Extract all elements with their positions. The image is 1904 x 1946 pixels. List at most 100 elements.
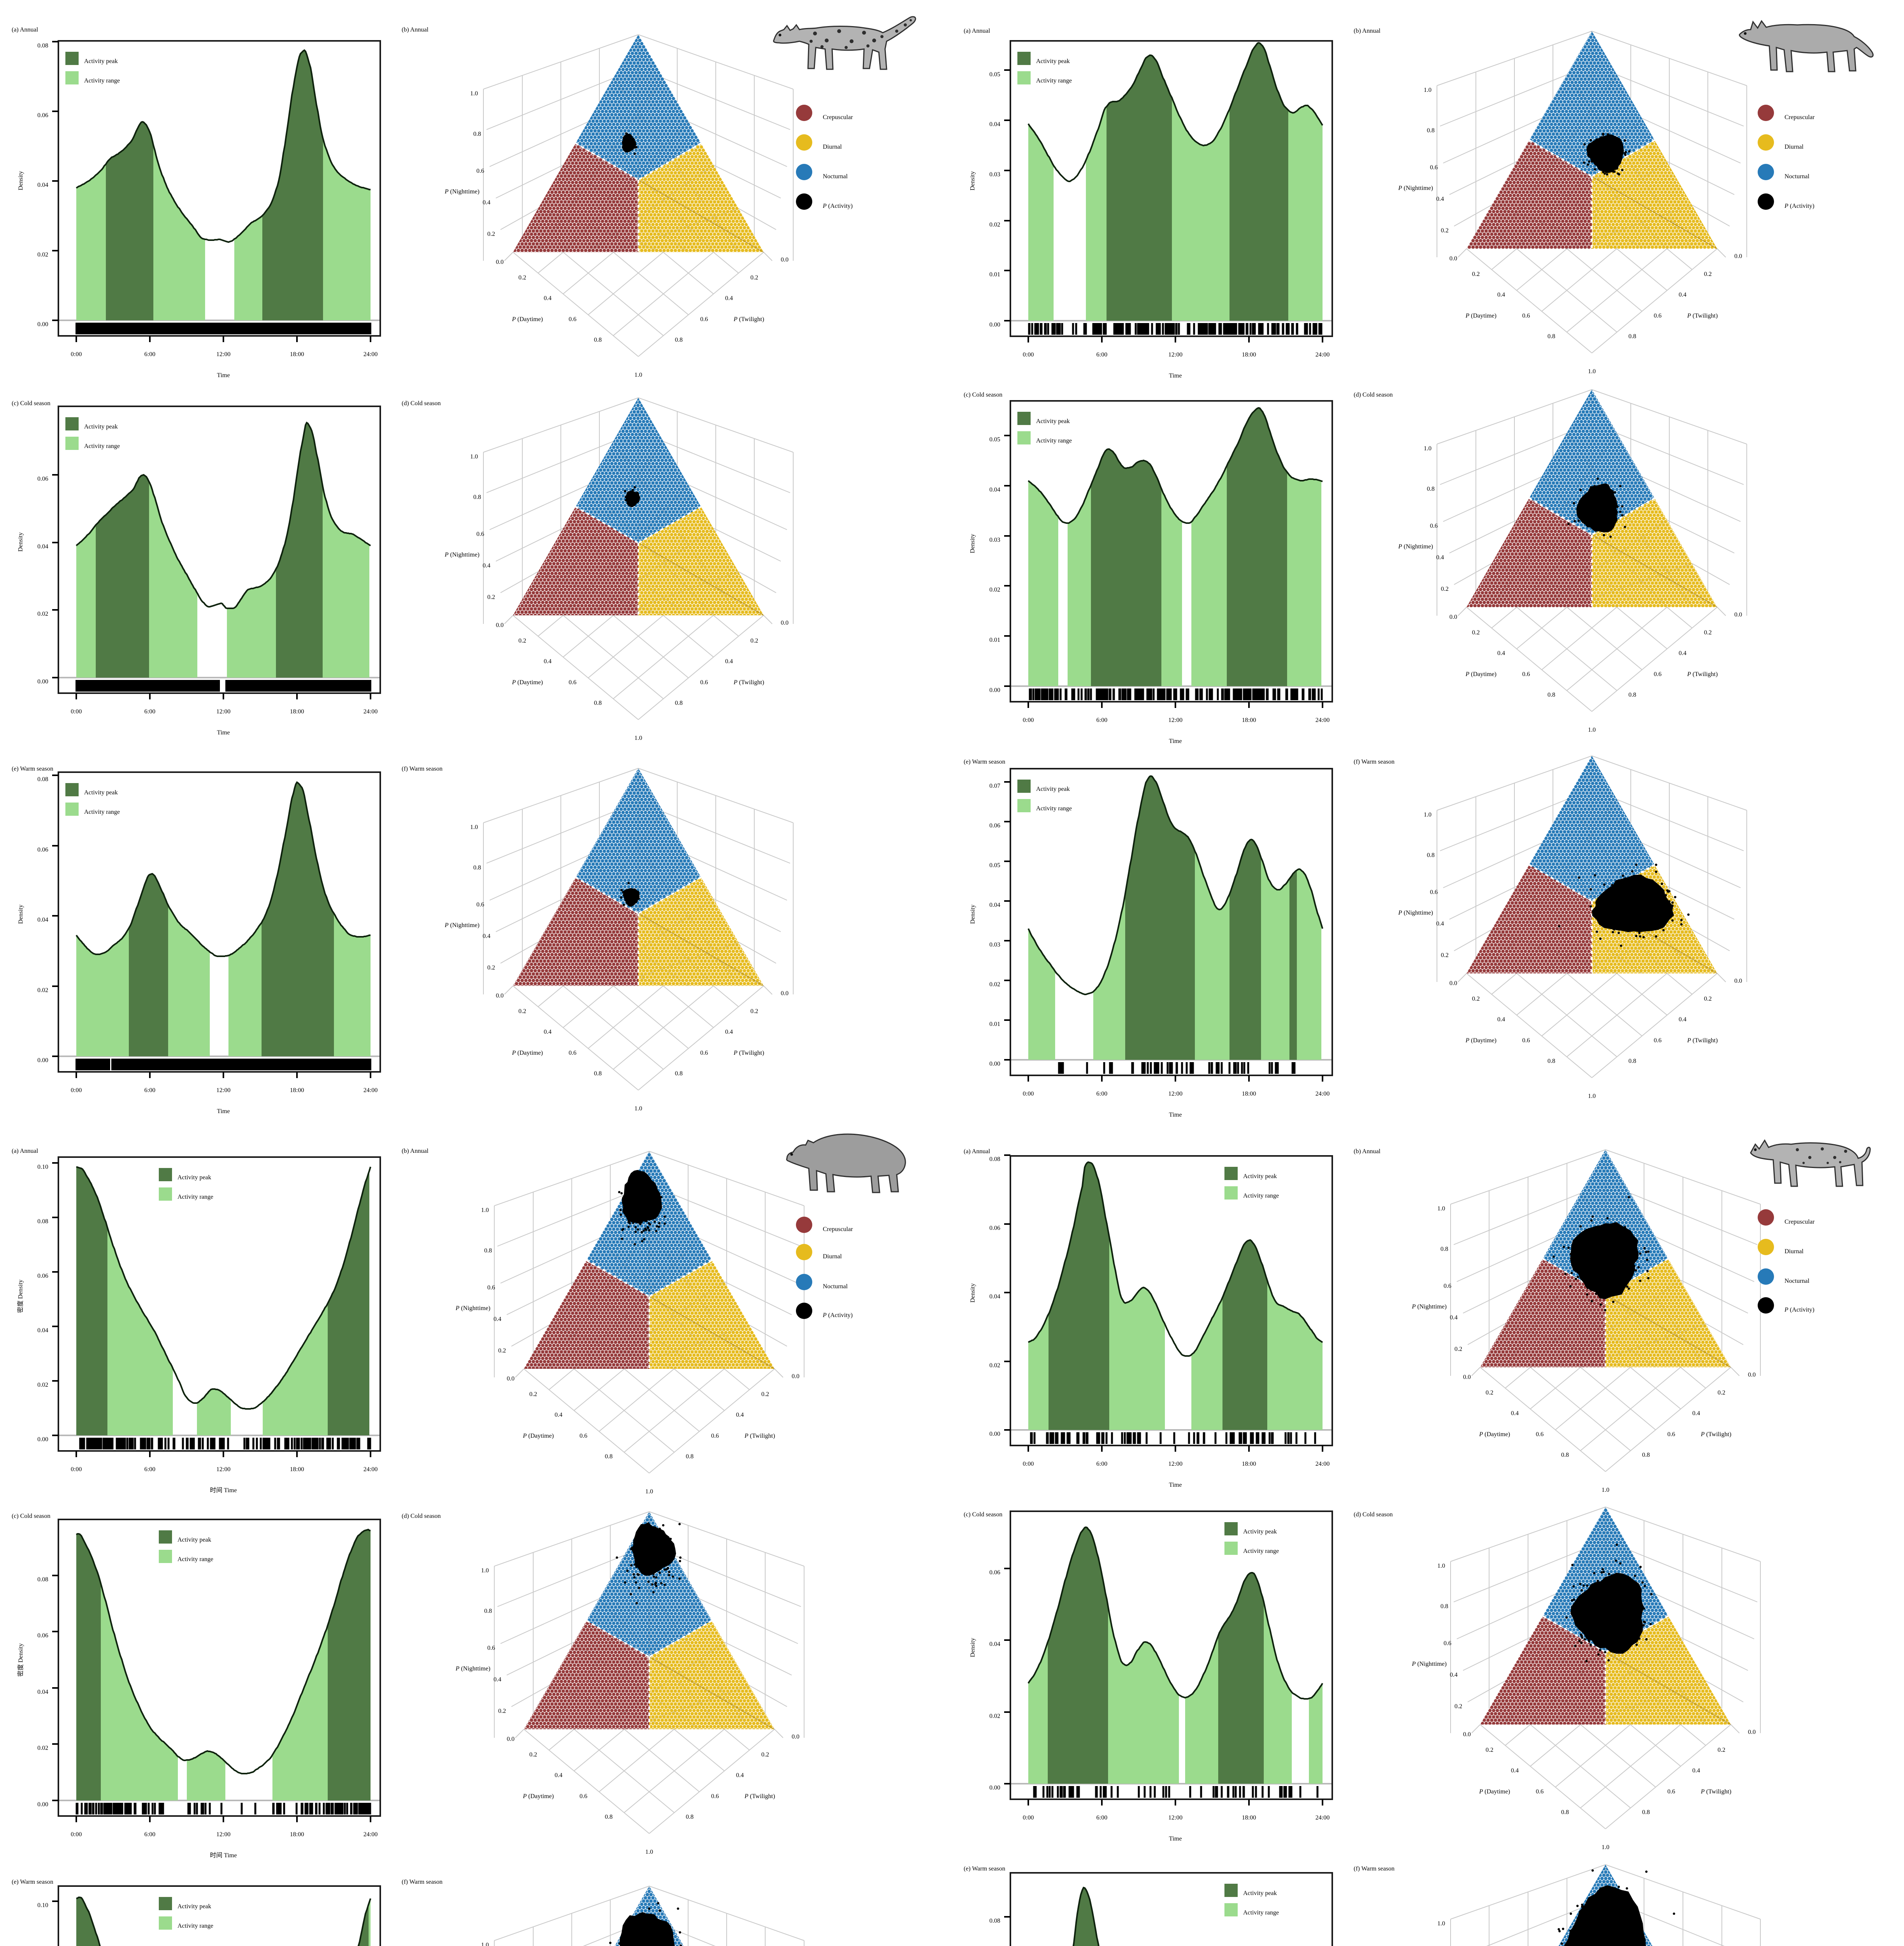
svg-text:0.2: 0.2 — [1441, 952, 1449, 959]
svg-text:P (Activity): P (Activity) — [822, 203, 853, 209]
svg-text:0.06: 0.06 — [989, 822, 1000, 829]
svg-text:0.01: 0.01 — [989, 271, 1000, 278]
svg-text:0.6: 0.6 — [1536, 1788, 1544, 1795]
svg-text:0.6: 0.6 — [1522, 1037, 1530, 1044]
svg-text:0:00: 0:00 — [1023, 1091, 1034, 1097]
svg-text:Activity peak: Activity peak — [1036, 418, 1070, 425]
svg-text:0.06: 0.06 — [37, 476, 48, 482]
svg-text:0.8: 0.8 — [1440, 1603, 1448, 1610]
svg-text:0.6: 0.6 — [1654, 671, 1662, 678]
svg-text:0.0: 0.0 — [1463, 1731, 1471, 1738]
svg-text:Activity range: Activity range — [1243, 1548, 1279, 1554]
svg-text:0.02: 0.02 — [37, 251, 48, 258]
svg-text:0.4: 0.4 — [1450, 1314, 1458, 1321]
svg-text:0.6: 0.6 — [700, 679, 708, 686]
svg-text:0.02: 0.02 — [37, 1382, 48, 1388]
svg-text:P (Daytime): P (Daytime) — [1479, 1431, 1510, 1438]
svg-text:0.2: 0.2 — [1472, 271, 1480, 277]
svg-text:0.8: 0.8 — [473, 131, 481, 137]
svg-text:Activity peak: Activity peak — [1243, 1890, 1277, 1897]
svg-text:0:00: 0:00 — [71, 708, 82, 715]
svg-text:P (Nighttime): P (Nighttime) — [1398, 543, 1433, 550]
svg-text:0.8: 0.8 — [1547, 1058, 1555, 1064]
svg-text:0.8: 0.8 — [675, 700, 683, 706]
svg-text:0.8: 0.8 — [686, 1814, 694, 1820]
svg-text:P (Nighttime): P (Nighttime) — [1398, 185, 1433, 191]
svg-text:0.6: 0.6 — [700, 316, 708, 323]
svg-text:0.2: 0.2 — [1718, 1747, 1725, 1753]
svg-text:12:00: 12:00 — [216, 1087, 230, 1094]
svg-text:18:00: 18:00 — [290, 1831, 304, 1838]
svg-text:0.8: 0.8 — [1561, 1452, 1569, 1458]
svg-text:Nocturnal: Nocturnal — [1785, 1278, 1810, 1284]
svg-text:P (Twilight): P (Twilight) — [1687, 1037, 1718, 1044]
svg-text:0.4: 0.4 — [1497, 1016, 1505, 1023]
svg-text:0.04: 0.04 — [989, 1293, 1000, 1300]
svg-text:Time: Time — [1169, 372, 1182, 379]
svg-text:12:00: 12:00 — [216, 351, 230, 358]
svg-text:0.02: 0.02 — [989, 1362, 1000, 1369]
svg-text:24:00: 24:00 — [364, 708, 378, 715]
svg-text:6:00: 6:00 — [1096, 1814, 1107, 1821]
svg-text:P (Activity): P (Activity) — [1784, 1307, 1814, 1313]
svg-text:0.2: 0.2 — [498, 1708, 506, 1714]
svg-text:0.4: 0.4 — [1692, 1767, 1700, 1774]
svg-text:0.00: 0.00 — [989, 1784, 1000, 1791]
svg-text:Nocturnal: Nocturnal — [1785, 173, 1810, 180]
svg-text:P (Daytime): P (Daytime) — [1479, 1788, 1510, 1795]
svg-text:0.2: 0.2 — [1704, 996, 1712, 1002]
svg-text:0.10: 0.10 — [37, 1902, 48, 1909]
svg-text:1.0: 1.0 — [1588, 727, 1596, 733]
svg-text:1.0: 1.0 — [634, 1105, 642, 1112]
svg-text:0.06: 0.06 — [37, 1632, 48, 1639]
svg-text:0.04: 0.04 — [989, 902, 1000, 908]
svg-text:18:00: 18:00 — [290, 351, 304, 358]
svg-text:0.8: 0.8 — [484, 1608, 492, 1614]
svg-text:12:00: 12:00 — [1168, 1091, 1182, 1097]
svg-text:0.0: 0.0 — [781, 620, 789, 626]
svg-text:0.2: 0.2 — [1486, 1747, 1493, 1753]
svg-text:0:00: 0:00 — [1023, 1814, 1034, 1821]
svg-text:0.8: 0.8 — [605, 1814, 613, 1820]
svg-text:0.0: 0.0 — [496, 992, 504, 999]
svg-text:Time: Time — [217, 729, 230, 736]
svg-text:P (Twilight): P (Twilight) — [733, 1050, 764, 1056]
svg-text:0.8: 0.8 — [1628, 1058, 1636, 1064]
svg-text:0.03: 0.03 — [989, 537, 1000, 543]
svg-text:0.2: 0.2 — [1704, 271, 1712, 277]
svg-text:0.04: 0.04 — [37, 543, 48, 550]
svg-text:Time: Time — [1169, 1482, 1182, 1488]
svg-text:0.0: 0.0 — [1734, 611, 1742, 618]
svg-text:1.0: 1.0 — [1602, 1487, 1609, 1493]
svg-text:0.00: 0.00 — [989, 687, 1000, 694]
svg-text:0.05: 0.05 — [989, 862, 1000, 869]
svg-text:0:00: 0:00 — [71, 351, 82, 358]
svg-text:(f) Warm season: (f) Warm season — [1354, 1865, 1395, 1872]
svg-text:1.0: 1.0 — [1588, 1093, 1596, 1099]
svg-text:0.6: 0.6 — [569, 679, 576, 686]
svg-text:0.08: 0.08 — [37, 776, 48, 783]
svg-text:12:00: 12:00 — [1168, 717, 1182, 724]
svg-text:0.8: 0.8 — [675, 1070, 683, 1077]
svg-text:0.04: 0.04 — [37, 917, 48, 923]
svg-text:12:00: 12:00 — [1168, 351, 1182, 358]
svg-text:6:00: 6:00 — [144, 1466, 155, 1473]
svg-text:0.04: 0.04 — [37, 182, 48, 188]
svg-text:0.8: 0.8 — [473, 864, 481, 871]
svg-text:0.6: 0.6 — [1430, 164, 1438, 171]
svg-text:Activity range: Activity range — [1036, 805, 1072, 812]
svg-text:0.00: 0.00 — [37, 321, 48, 328]
svg-text:0.4: 0.4 — [725, 295, 733, 302]
svg-text:24:00: 24:00 — [364, 351, 378, 358]
svg-text:0.0: 0.0 — [496, 259, 504, 265]
svg-text:0.6: 0.6 — [580, 1433, 587, 1439]
svg-text:(a) Annual: (a) Annual — [12, 1148, 39, 1154]
svg-text:0.2: 0.2 — [529, 1391, 537, 1398]
svg-text:0.08: 0.08 — [37, 1218, 48, 1225]
svg-text:18:00: 18:00 — [1242, 1461, 1256, 1467]
svg-text:时间 Time: 时间 Time — [210, 1852, 237, 1859]
svg-text:6:00: 6:00 — [144, 351, 155, 358]
svg-text:1.0: 1.0 — [1437, 1563, 1445, 1569]
svg-text:Density: Density — [970, 905, 976, 924]
svg-text:Time: Time — [217, 1108, 230, 1115]
